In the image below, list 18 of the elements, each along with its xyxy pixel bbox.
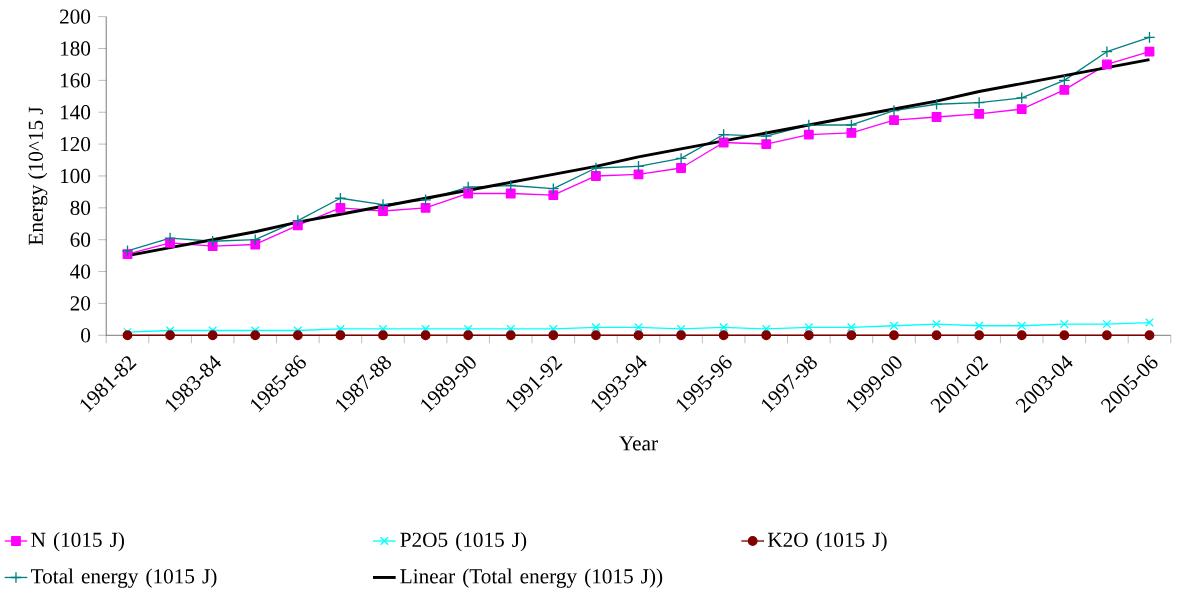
y-tick-label: 40 bbox=[70, 264, 91, 279]
y-tick-label: 120 bbox=[60, 137, 91, 152]
y-axis-title: Energy (10^15 J bbox=[28, 106, 48, 246]
legend-label: P2O5 (1015 J) bbox=[400, 532, 527, 552]
y-tick-label: 160 bbox=[60, 73, 91, 88]
y-tick-label: 80 bbox=[70, 200, 91, 216]
y-tick-label: 0 bbox=[81, 328, 91, 343]
y-tick-label: 20 bbox=[70, 296, 91, 311]
legend-label: Linear (Total energy (1015 J)) bbox=[400, 568, 663, 588]
y-tick-label: 100 bbox=[60, 168, 91, 184]
legend-label: Total energy (1015 J) bbox=[30, 568, 217, 588]
legend-label: N (1015 J) bbox=[31, 532, 124, 552]
y-tick-label: 200 bbox=[60, 9, 91, 24]
y-tick-label: 60 bbox=[70, 232, 91, 247]
legend-label: K2O (1015 J) bbox=[767, 532, 887, 552]
x-axis-title: Year bbox=[619, 436, 658, 451]
y-tick-label: 140 bbox=[60, 105, 91, 120]
y-tick-label: 180 bbox=[60, 41, 91, 56]
